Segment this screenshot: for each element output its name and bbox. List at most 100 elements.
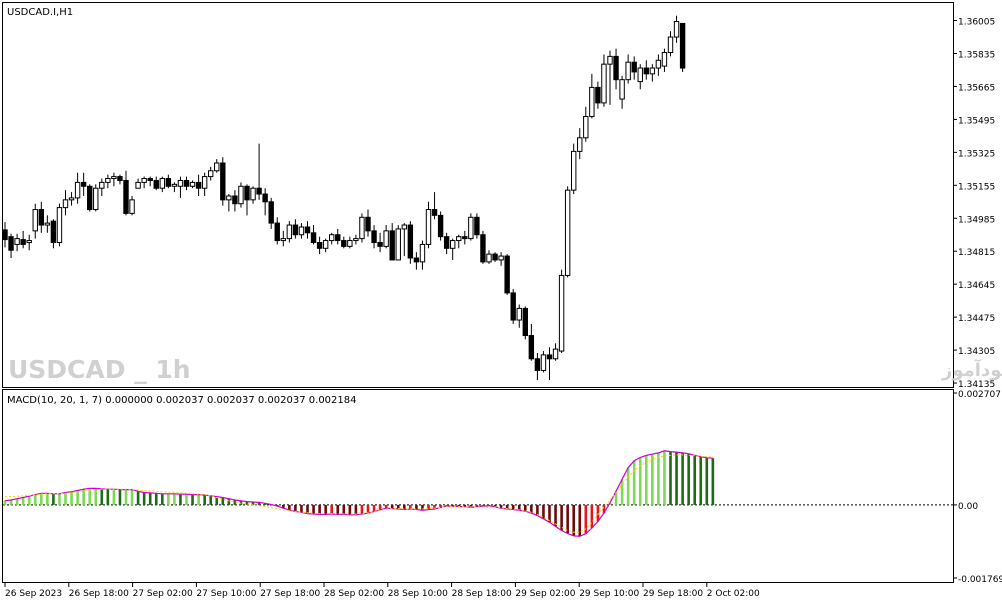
macd-bar-positive — [88, 488, 91, 505]
macd-bar-positive — [657, 452, 660, 505]
macd-bar-positive — [58, 493, 61, 505]
candle-bull — [401, 224, 408, 230]
time-tick-label: 28 Sep 10:00 — [388, 589, 448, 599]
candle-bear — [87, 185, 93, 211]
macd-bar-negative — [596, 504, 600, 522]
candle-bull — [329, 234, 335, 242]
candle-bull — [558, 274, 565, 352]
macd-bar-negative — [572, 504, 575, 536]
candle-bull — [667, 36, 674, 54]
macd-bar-negative — [457, 504, 461, 507]
candle-bull — [571, 150, 577, 191]
macd-lines — [4, 450, 713, 537]
macd-bar-positive — [711, 458, 715, 505]
candle-bull — [419, 243, 426, 263]
candle-bear — [546, 354, 553, 360]
macd-bar-positive — [9, 499, 13, 505]
candle-bear — [165, 178, 172, 187]
candle-bull — [673, 21, 680, 38]
macd-tick-label: 0.002707 — [958, 390, 1001, 400]
macd-bar-positive — [3, 500, 7, 505]
candle-bear — [123, 179, 129, 214]
macd-bar-positive — [64, 492, 67, 505]
candle-bear — [153, 179, 159, 189]
candle-bear — [274, 222, 280, 242]
macd-bar-positive — [626, 467, 630, 505]
macd-bar-positive — [675, 452, 678, 505]
candle-bear — [443, 236, 450, 249]
macd-bar-positive — [620, 479, 624, 505]
macd-bar-negative — [294, 504, 297, 512]
macd-bar-positive — [251, 502, 255, 505]
macd-bar-negative — [330, 504, 333, 514]
candle-bear — [643, 67, 649, 75]
macd-bar-negative — [354, 504, 358, 515]
candle-bear — [232, 195, 238, 205]
candle-bear — [50, 220, 57, 243]
candle-bull — [238, 185, 244, 205]
macd-bar-positive — [699, 456, 703, 505]
candle-bear — [268, 201, 274, 224]
macd-bar-positive — [687, 453, 690, 505]
candle-bull — [93, 187, 99, 211]
candle-bear — [462, 236, 468, 240]
price-tick-label: 1.35495 — [958, 116, 995, 126]
macd-label: MACD(10, 20, 1, 7) 0.000000 0.002037 0.0… — [7, 395, 357, 406]
price-tick-label: 1.35835 — [958, 50, 995, 60]
candle-bear — [371, 230, 377, 243]
candle-bear — [613, 55, 619, 81]
macd-panel[interactable] — [2, 389, 954, 583]
macd-bar-positive — [46, 493, 49, 505]
macd-bar-negative — [390, 504, 394, 509]
candle-bear — [679, 22, 686, 69]
candle-bear — [256, 187, 262, 195]
candle-bull — [226, 195, 232, 201]
candle-bull — [159, 178, 166, 189]
candle-bull — [498, 255, 504, 261]
macd-bar-positive — [148, 492, 152, 505]
time-tick-label: 2 Oct 02:00 — [707, 589, 760, 599]
candle-bear — [304, 226, 311, 234]
macd-bar-negative — [475, 504, 479, 507]
macd-bar-negative — [360, 504, 364, 514]
macd-bar-positive — [245, 501, 249, 505]
macd-bar-negative — [524, 504, 527, 512]
price-tick-label: 1.34305 — [958, 347, 995, 357]
candle-bull — [171, 183, 178, 187]
macd-bar-negative — [530, 504, 533, 514]
candle-bear — [377, 241, 383, 247]
macd-bar-negative — [342, 504, 346, 515]
macd-bar-positive — [76, 490, 79, 505]
macd-tick-label: -0.001769 — [958, 575, 1002, 585]
candle-bull — [661, 52, 668, 67]
macd-bar-negative — [427, 504, 430, 510]
macd-bar-negative — [433, 504, 436, 510]
candle-bear — [20, 239, 26, 245]
candle-bull — [577, 137, 583, 152]
candle-bull — [552, 348, 559, 360]
macd-bar-positive — [705, 457, 709, 505]
macd-bar-negative — [415, 504, 418, 510]
macd-bar-negative — [493, 504, 497, 507]
candle-bear — [631, 61, 637, 73]
macd-bar-positive — [227, 498, 231, 505]
macd-bar-negative — [300, 504, 303, 513]
macd-bar-negative — [306, 504, 309, 514]
macd-histogram — [3, 450, 715, 537]
macd-bar-negative — [378, 504, 382, 510]
candle-bull — [347, 240, 353, 247]
candle-bear — [407, 224, 414, 259]
time-tick-label: 27 Sep 10:00 — [196, 589, 256, 599]
price-tick-label: 1.34645 — [958, 281, 995, 291]
macd-tick-label: 0.00 — [958, 502, 978, 512]
price-tick-label: 1.35155 — [958, 182, 995, 192]
candle-bear — [244, 185, 250, 201]
macd-bar-positive — [70, 491, 73, 505]
candle-bear — [522, 307, 528, 337]
macd-bar-positive — [124, 489, 128, 505]
time-tick-label: 27 Sep 18:00 — [260, 589, 320, 599]
macd-bar-positive — [185, 494, 188, 505]
price-panel[interactable] — [2, 2, 954, 388]
